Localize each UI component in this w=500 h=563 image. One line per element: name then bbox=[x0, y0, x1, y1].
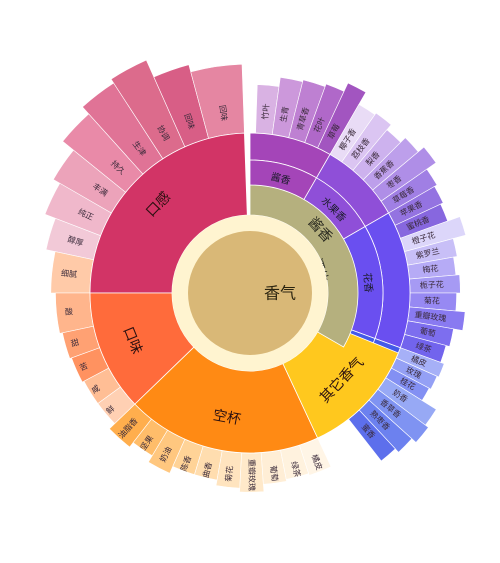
leaf-left-label: 细腻 bbox=[61, 268, 78, 280]
leaf-right-label: 生青 bbox=[278, 105, 291, 123]
leaf-left-label: 醇厚 bbox=[67, 234, 85, 248]
leaf-right-label: 绿茶 bbox=[415, 340, 433, 354]
center-circle bbox=[188, 231, 312, 355]
leaf-right-label: 菊花 bbox=[424, 295, 440, 306]
leaf-right-label: 竹叶 bbox=[260, 103, 271, 120]
leaf-right-label: 葡萄 bbox=[419, 325, 437, 338]
category-segment-label: 空杯 bbox=[212, 407, 242, 428]
core: 香气 bbox=[172, 215, 328, 371]
leaf-left-label: 甜 bbox=[70, 337, 80, 349]
leaf-left-label: 菊花 bbox=[223, 465, 235, 482]
leaf-right-label: 栀子花 bbox=[420, 279, 444, 290]
outer-segment-label: 花香 bbox=[361, 272, 376, 293]
middle-ring: 口感口味空杯其它香气酱香酒体 bbox=[89, 132, 399, 454]
leaf-right-label: 重瓣玫瑰 bbox=[414, 309, 447, 323]
leaf-left-label: 酸 bbox=[64, 306, 73, 317]
leaf-left-label: 回味 bbox=[217, 104, 229, 121]
leaf-right-label: 梅花 bbox=[422, 263, 439, 275]
leaf-left-label: 绿茶 bbox=[289, 460, 303, 478]
center-label: 香气 bbox=[264, 284, 296, 303]
leaf-left-label: 葡萄 bbox=[268, 465, 280, 482]
leaf-left-label: 曲香 bbox=[200, 461, 213, 479]
leaf-left-label: 苦 bbox=[78, 360, 89, 372]
leaf-left-label: 重瓣玫瑰 bbox=[247, 459, 257, 491]
